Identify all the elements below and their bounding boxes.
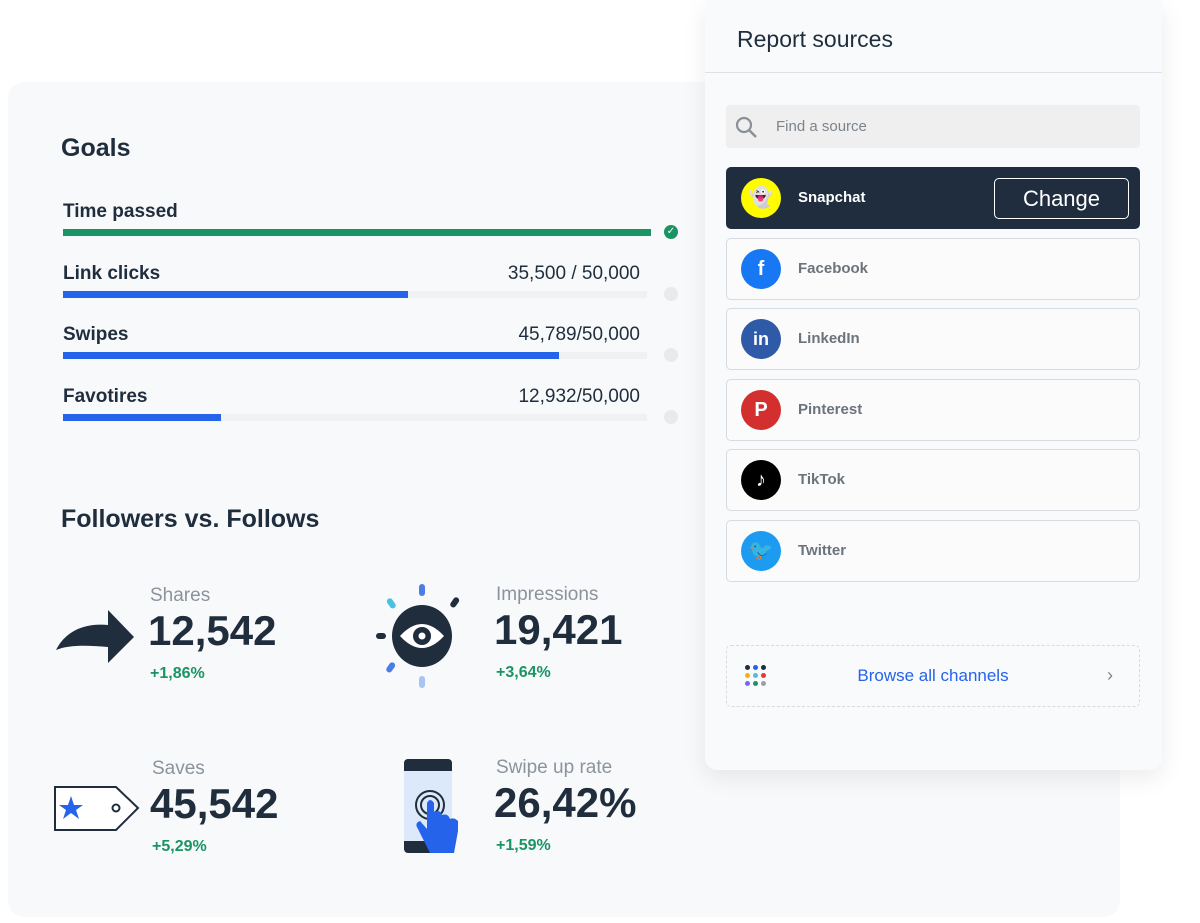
status-dot-icon — [664, 348, 678, 362]
goal-row: Swipes 45,789/50,000 — [63, 324, 683, 364]
goal-value: 45,789/50,000 — [518, 324, 640, 345]
stat-value: 19,421 — [494, 606, 623, 653]
stat-change: +1,59% — [496, 837, 551, 854]
stat-value: 26,42% — [494, 779, 637, 826]
goals-title: Goals — [61, 134, 131, 162]
stat-shares: Shares 12,542 +1,86% — [56, 585, 356, 705]
goal-progress-bar — [63, 290, 647, 298]
goal-progress-fill — [63, 352, 560, 359]
goal-row: Time passed ✓ — [63, 201, 683, 241]
goal-label: Swipes — [63, 324, 129, 345]
goal-label: Favotires — [63, 385, 148, 407]
status-dot-icon — [664, 286, 678, 301]
stat-name: Impressions — [496, 584, 599, 605]
tag-star-icon — [54, 786, 140, 831]
goal-progress-fill — [63, 229, 651, 236]
report-sources-panel: Report sources 👻 Snapchat Change f Facebo… — [705, 0, 1162, 770]
divider — [705, 72, 1162, 73]
grid-dots-icon — [745, 665, 771, 691]
browse-all-channels-button[interactable]: Browse all channels › — [726, 645, 1140, 707]
stat-impressions: Impressions 19,421 +3,64% — [376, 584, 702, 704]
source-name: Facebook — [798, 259, 869, 277]
stat-change: +3,64% — [496, 664, 551, 681]
source-facebook[interactable]: f Facebook — [726, 237, 1140, 300]
goal-progress-bar — [63, 229, 651, 236]
chevron-right-icon: › — [1107, 665, 1113, 685]
stat-swipe-up-rate: Swipe up rate 26,42% +1,59% — [402, 757, 702, 877]
goal-row: Link clicks 35,500 / 50,000 — [63, 263, 683, 303]
stat-change: +5,29% — [152, 838, 207, 855]
source-name: Snapchat — [798, 189, 866, 206]
pinterest-logo-icon: P — [741, 389, 781, 430]
goal-value: 35,500 / 50,000 — [507, 262, 640, 284]
phone-tap-icon — [404, 759, 458, 853]
search-box[interactable] — [726, 105, 1140, 148]
source-name: LinkedIn — [798, 330, 860, 347]
source-tiktok[interactable]: ♪ TikTok — [726, 449, 1140, 511]
stat-value: 45,542 — [150, 780, 279, 827]
source-name: Pinterest — [798, 400, 863, 418]
linkedin-logo-icon: in — [741, 319, 781, 359]
source-pinterest[interactable]: P Pinterest — [726, 378, 1140, 441]
eye-icon — [376, 584, 460, 688]
source-snapchat[interactable]: 👻 Snapchat Change — [726, 167, 1140, 229]
followers-title: Followers vs. Follows — [61, 505, 320, 533]
stat-name: Saves — [152, 758, 205, 779]
source-name: Twitter — [798, 541, 847, 559]
goal-progress-fill — [63, 290, 408, 298]
facebook-logo-icon: f — [741, 248, 781, 289]
goal-label: Time passed — [63, 201, 178, 222]
check-circle-icon: ✓ — [664, 225, 678, 239]
stat-change: +1,86% — [150, 665, 205, 682]
snapchat-logo-icon: 👻 — [741, 178, 781, 218]
panel-title: Report sources — [737, 26, 893, 52]
stat-name: Shares — [150, 585, 211, 606]
stat-saves: Saves 45,542 +5,29% — [54, 758, 358, 878]
source-name: TikTok — [798, 471, 845, 488]
change-button[interactable]: Change — [994, 178, 1129, 219]
stat-name: Swipe up rate — [496, 757, 613, 778]
goal-progress-bar — [63, 413, 647, 421]
goal-row: Favotires 12,932/50,000 — [63, 386, 683, 426]
browse-label: Browse all channels — [857, 666, 1009, 685]
share-arrow-icon — [56, 610, 134, 663]
stat-value: 12,542 — [148, 607, 277, 654]
goal-progress-fill — [63, 413, 221, 421]
search-input[interactable] — [776, 105, 1126, 148]
twitter-logo-icon: 🐦 — [741, 530, 781, 571]
goal-progress-bar — [63, 352, 647, 359]
tiktok-logo-icon: ♪ — [741, 460, 781, 500]
status-dot-icon — [664, 409, 678, 424]
goal-value: 12,932/50,000 — [518, 385, 640, 407]
source-linkedin[interactable]: in LinkedIn — [726, 308, 1140, 370]
search-icon — [735, 116, 757, 138]
source-twitter[interactable]: 🐦 Twitter — [726, 519, 1140, 582]
goal-label: Link clicks — [63, 262, 161, 284]
